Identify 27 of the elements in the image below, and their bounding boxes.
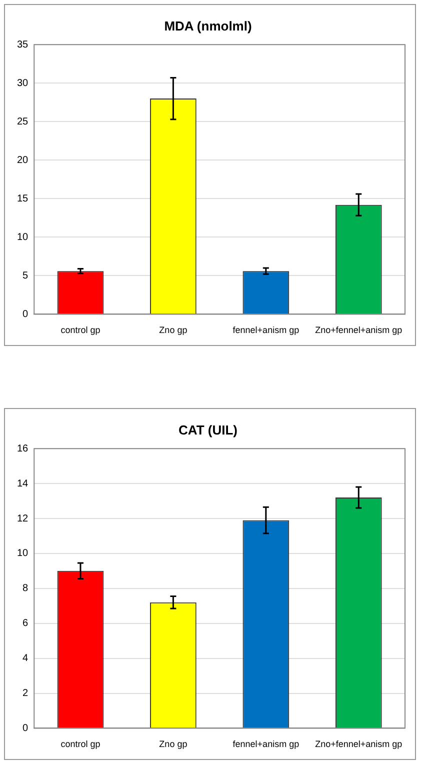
x-tick-label: control gp <box>60 739 100 750</box>
y-tick-label: 35 <box>17 39 29 50</box>
y-tick-label: 10 <box>17 548 29 560</box>
y-tick-label: 12 <box>17 513 29 524</box>
y-tick-label: 16 <box>17 443 29 454</box>
x-tick-label: Zno gp <box>159 325 188 336</box>
y-tick-label: 0 <box>22 308 29 320</box>
y-tick-label: 10 <box>17 232 29 243</box>
y-tick-label: 15 <box>17 193 29 204</box>
y-tick-label: 30 <box>17 78 29 89</box>
x-tick-label: control gp <box>60 325 100 336</box>
y-tick-label: 0 <box>22 722 29 734</box>
x-tick-label: Zno gp <box>159 739 188 750</box>
chart-title: MDA (nmolml) <box>164 18 252 34</box>
y-tick-label: 14 <box>17 478 29 490</box>
chart-title: CAT (UIL) <box>178 422 238 438</box>
y-tick-label: 2 <box>22 688 29 699</box>
y-tick-label: 4 <box>22 653 29 664</box>
y-tick-label: 25 <box>17 116 29 128</box>
x-tick-label: Zno+fennel+anism gp <box>315 325 402 336</box>
y-tick-label: 5 <box>22 270 29 282</box>
x-tick-label: fennel+anism gp <box>232 739 300 750</box>
x-tick-label: Zno+fennel+anism gp <box>315 739 402 750</box>
y-tick-label: 8 <box>22 583 29 594</box>
x-tick-label: fennel+anism gp <box>232 325 300 336</box>
y-tick-label: 6 <box>22 618 29 630</box>
y-tick-label: 20 <box>17 154 29 166</box>
